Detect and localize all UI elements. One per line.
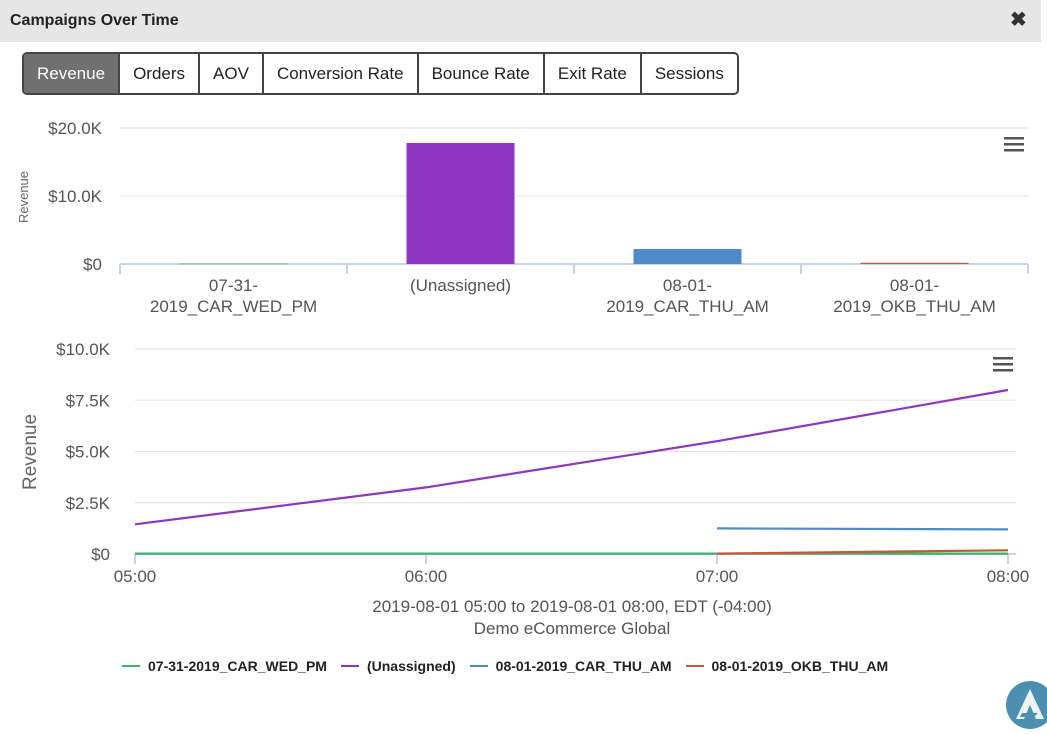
line-chart-y-tick-label: $5.0K: [66, 443, 111, 462]
legend-label: 08-01-2019_OKB_THU_AM: [711, 658, 889, 674]
bar-chart-x-tick-label: 08-01-: [890, 276, 939, 295]
bar-chart-y-axis-label: Revenue: [16, 171, 31, 223]
line-chart-y-tick-label: $2.5K: [66, 494, 111, 513]
line-chart-x-tick-label: 08:00: [987, 567, 1030, 586]
line-chart-x-axis-label: 2019-08-01 05:00 to 2019-08-01 08:00, ED…: [372, 597, 771, 616]
line-chart-x-tick-label: 06:00: [405, 567, 448, 586]
legend-label: 08-01-2019_CAR_THU_AM: [495, 658, 672, 674]
line-chart: Revenue 2019-08-01 05:00 to 2019-08-01 0…: [20, 340, 1030, 635]
line-chart-subtitle: Demo eCommerce Global: [474, 619, 671, 635]
tab-conversion-rate[interactable]: Conversion Rate: [264, 54, 419, 93]
bar-chart-x-tick-label: 08-01-: [663, 276, 712, 295]
app-logo-icon: [1006, 681, 1047, 729]
tab-exit-rate[interactable]: Exit Rate: [545, 54, 642, 93]
bar-chart-y-tick-label: $10.0K: [48, 187, 103, 206]
panel-header: Campaigns Over Time ✖: [0, 0, 1041, 42]
tab-revenue[interactable]: Revenue: [24, 54, 121, 93]
bar-chart-y-tick-label: $20.0K: [48, 119, 103, 138]
line-chart-y-tick-label: $7.5K: [66, 391, 111, 410]
bar-chart-y-tick-label: $0: [83, 255, 102, 274]
chart-legend: 07-31-2019_CAR_WED_PM (Unassigned) 08-01…: [122, 658, 902, 674]
line-chart-y-tick-label: $0: [91, 545, 110, 564]
bar-chart-x-tick-label: 07-31-: [209, 276, 258, 295]
tab-orders[interactable]: Orders: [120, 54, 201, 93]
bar-chart-x-tick-label: 2019_CAR_THU_AM: [606, 297, 769, 316]
bar: [406, 142, 515, 264]
bar: [633, 249, 742, 264]
tab-bounce-rate[interactable]: Bounce Rate: [419, 54, 545, 93]
series-line: [716, 549, 1009, 555]
panel-title: Campaigns Over Time: [10, 12, 179, 29]
line-chart-y-tick-label: $10.0K: [56, 340, 111, 359]
bar: [179, 263, 288, 265]
series-line: [134, 388, 1009, 526]
legend-item[interactable]: (Unassigned): [340, 658, 456, 674]
legend-swatch: [685, 665, 704, 667]
series-line: [716, 527, 1009, 531]
close-icon[interactable]: ✖: [1010, 9, 1027, 31]
line-chart-menu-icon[interactable]: [993, 357, 1013, 372]
legend-swatch: [469, 665, 488, 667]
legend-item[interactable]: 08-01-2019_OKB_THU_AM: [685, 658, 889, 674]
legend-swatch: [122, 665, 140, 667]
bar-chart-menu-icon[interactable]: [1004, 137, 1024, 152]
bar-chart-x-tick-label: (Unassigned): [410, 276, 511, 295]
line-chart-x-tick-label: 07:00: [696, 567, 739, 586]
tab-sessions[interactable]: Sessions: [654, 64, 724, 83]
bar: [860, 262, 969, 264]
tab-aov[interactable]: AOV: [200, 54, 264, 93]
bar-chart-x-tick-label: 2019_CAR_WED_PM: [150, 297, 317, 316]
legend-swatch: [340, 665, 359, 667]
bar-chart-x-tick-label: 2019_OKB_THU_AM: [833, 297, 996, 316]
legend-label: 07-31-2019_CAR_WED_PM: [148, 658, 327, 674]
legend-label: (Unassigned): [366, 658, 456, 674]
legend-item[interactable]: 07-31-2019_CAR_WED_PM: [122, 658, 327, 674]
line-chart-y-axis-label: Revenue: [20, 414, 41, 490]
legend-item[interactable]: 08-01-2019_CAR_THU_AM: [469, 658, 672, 674]
line-chart-x-tick-label: 05:00: [114, 567, 157, 586]
metric-tabs: Revenue Orders AOV Conversion Rate Bounc…: [22, 52, 739, 95]
bar-chart: Revenue $0 $10.0K $20.0K 07-31- 2019_CAR_WED…: [16, 119, 1029, 316]
